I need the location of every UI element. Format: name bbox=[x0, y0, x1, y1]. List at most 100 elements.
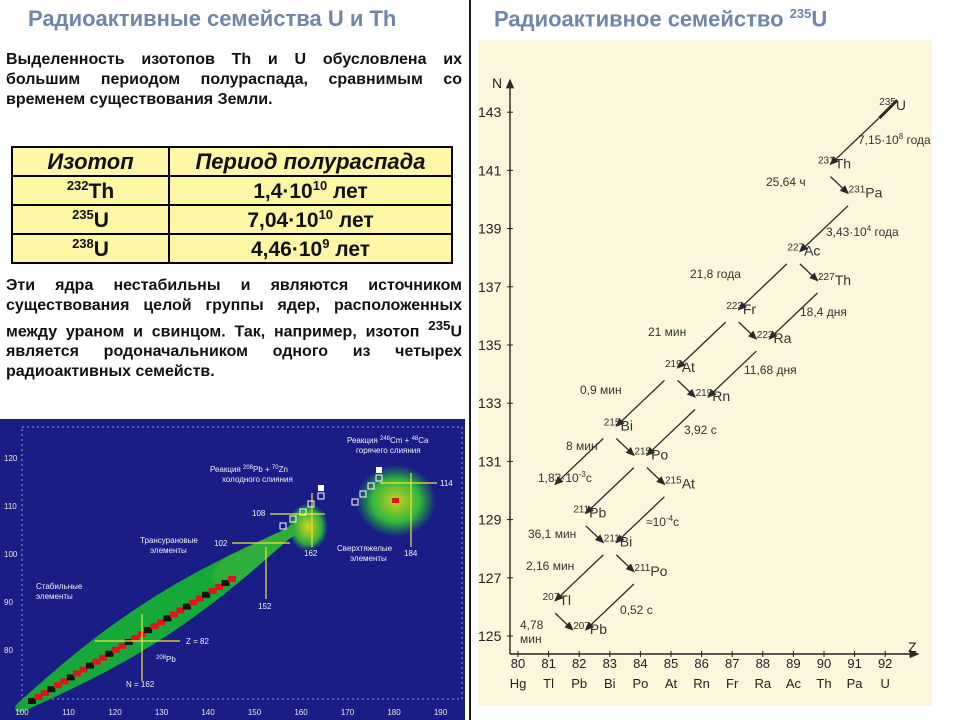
half-life-text: 1,83·10 bbox=[538, 471, 579, 485]
half-life-text: 3,92 с bbox=[684, 423, 717, 437]
half-life-label: 36,1 мин bbox=[528, 527, 576, 541]
half-life-cell: 1,4·1010 лет bbox=[168, 175, 453, 206]
element-symbol: U bbox=[93, 237, 109, 261]
decay-arrow bbox=[584, 583, 635, 631]
x-element-label: Po bbox=[632, 676, 648, 691]
stable-block bbox=[182, 603, 191, 610]
table-header-row: Изотоп Период полураспада bbox=[11, 146, 453, 177]
reaction-squares bbox=[279, 467, 399, 530]
nuclide-mass: 219 bbox=[665, 359, 682, 370]
map-x-tick: 160 bbox=[294, 708, 308, 717]
map-x-tick: 130 bbox=[155, 708, 169, 717]
decay-arrow bbox=[554, 438, 604, 486]
map-x-tick: 100 bbox=[15, 708, 29, 717]
x-element-label: Ac bbox=[786, 676, 802, 691]
nuclide-symbol: Ra bbox=[773, 330, 791, 346]
y-tick-label: 127 bbox=[478, 570, 502, 586]
nuclide-symbol: Th bbox=[835, 272, 851, 288]
num-152: 152 bbox=[258, 602, 272, 611]
cold-fusion-square bbox=[299, 508, 307, 516]
half-life-label: 7,15·108 года bbox=[858, 132, 931, 147]
half-life-label: 2,16 мин bbox=[526, 559, 574, 573]
hot-fusion-target bbox=[376, 467, 382, 473]
x-tick-label: 89 bbox=[786, 656, 800, 671]
stable-nuclides bbox=[28, 576, 236, 704]
x-tick-label: 84 bbox=[633, 656, 647, 671]
half-life-cell: 4,46·109 лет bbox=[168, 233, 453, 264]
decay-arrow bbox=[768, 292, 818, 340]
decay-arrow bbox=[615, 554, 635, 573]
stable-block bbox=[215, 583, 224, 590]
nuclide-mass: 215 bbox=[665, 476, 682, 487]
half-life-text: 18,4 дня bbox=[800, 305, 847, 319]
x-element-label: Th bbox=[816, 676, 831, 691]
half-life-label: 1,83·10-3с bbox=[538, 470, 592, 485]
y-tick-label: 137 bbox=[478, 279, 502, 295]
nuclide-symbol: Pb bbox=[590, 621, 607, 637]
decay-arrow bbox=[645, 408, 696, 457]
nuclide-label: 211Pb bbox=[573, 505, 606, 521]
hot-fusion-square bbox=[351, 498, 359, 506]
half-life-sup: 4 bbox=[867, 224, 872, 233]
nuclide-mass: 215 bbox=[604, 417, 621, 428]
stable-block bbox=[118, 642, 127, 649]
decay-chain-chart: NZ 14314113913713513313112912712580Hg81T… bbox=[478, 40, 932, 706]
stable-block bbox=[105, 650, 114, 657]
stable-block bbox=[176, 607, 185, 614]
half-life-text-end: с bbox=[673, 515, 679, 529]
stable-block bbox=[111, 646, 120, 653]
stable-block bbox=[131, 635, 140, 642]
nuclide-label: 227Th bbox=[818, 272, 851, 288]
decay-arrow bbox=[737, 263, 788, 311]
nuclide-symbol: U bbox=[896, 97, 906, 113]
cold-fusion-square bbox=[289, 515, 297, 523]
half-life-labels: 7,15·108 года 25,64 ч 3,43·104 года 21,8 го… bbox=[520, 132, 931, 646]
map-x-tick: 180 bbox=[387, 708, 401, 717]
stable-block bbox=[144, 627, 153, 634]
nuclide-label: 215At bbox=[665, 476, 695, 492]
n162-label: N = 162 bbox=[126, 680, 155, 689]
x-tick-label: 86 bbox=[694, 656, 708, 671]
nuclide-label: 207Pb bbox=[573, 621, 607, 637]
decay-arrow bbox=[554, 612, 574, 631]
nuclide-symbol: Pb bbox=[589, 505, 606, 521]
pb208-label: 208Pb bbox=[156, 655, 176, 664]
panel-divider bbox=[469, 0, 471, 720]
x-tick-label: 88 bbox=[756, 656, 770, 671]
stable-block bbox=[169, 611, 178, 618]
chart-ticks: 143 141 139 137 135 133 131 129 127 125 80 Hg 81 Tl 82… bbox=[478, 104, 892, 691]
x-element-label: Pa bbox=[847, 676, 864, 691]
half-life-text: ≈10 bbox=[646, 515, 666, 529]
table-row: 232Th 1,4·1010 лет bbox=[11, 175, 453, 206]
nuclide-mass: 231 bbox=[849, 185, 866, 196]
stable-block bbox=[189, 599, 198, 606]
paragraph-mass-number: 235 bbox=[428, 318, 451, 333]
nuclide-label: 223Fr bbox=[726, 301, 756, 317]
half-life-text-end: с bbox=[586, 471, 592, 485]
half-life-label: ≈10-4с bbox=[646, 514, 679, 529]
half-life-label: 0,9 мин bbox=[580, 383, 622, 397]
half-life-text: 11,68 дня bbox=[744, 363, 797, 377]
isotope-cell: 238U bbox=[11, 233, 170, 264]
half-life-text: 0,9 мин bbox=[580, 383, 622, 397]
decay-arrow bbox=[798, 205, 849, 253]
header-half-life: Период полураспада bbox=[168, 146, 453, 177]
nuclide-label: 215Po bbox=[634, 446, 668, 462]
half-life-sup: -3 bbox=[579, 470, 587, 479]
stable-block bbox=[60, 678, 69, 685]
cold-fusion-square bbox=[279, 522, 287, 530]
half-life-text: 0,52 с bbox=[620, 603, 653, 617]
right-title-text: Радиоактивное семейство bbox=[494, 6, 790, 32]
y-tick-label: 143 bbox=[478, 104, 502, 120]
y-tick-label: 139 bbox=[478, 221, 502, 237]
stable-block bbox=[163, 615, 172, 622]
map-x-tick: 140 bbox=[201, 708, 215, 717]
nuclide-label: 231Pa bbox=[849, 185, 883, 201]
paragraph-element: U bbox=[450, 323, 462, 341]
nuclide-symbol: Po bbox=[650, 563, 667, 579]
x-axis-label: Z bbox=[908, 639, 917, 655]
half-life-sup: -4 bbox=[666, 514, 674, 523]
num-108: 108 bbox=[252, 509, 266, 518]
nuclide-label: 211Po bbox=[634, 563, 667, 579]
decay-arrow bbox=[585, 525, 605, 544]
